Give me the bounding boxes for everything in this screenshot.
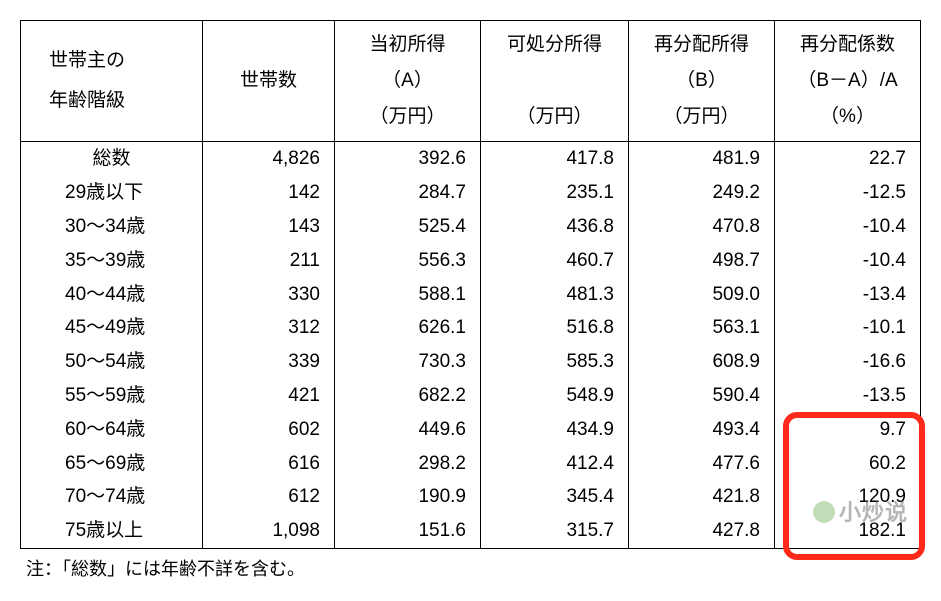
col-header-age: 世帯主の年齢階級 — [21, 21, 203, 142]
cell-colB: 249.2 — [629, 176, 775, 210]
cell-colB: 470.8 — [629, 210, 775, 244]
cell-coef: -16.6 — [775, 345, 921, 379]
row-label: 35～39歳 — [21, 244, 203, 278]
cell-coef: 9.7 — [775, 413, 921, 447]
cell-house: 339 — [203, 345, 335, 379]
cell-colA: 190.9 — [335, 480, 481, 514]
cell-coef: -10.1 — [775, 311, 921, 345]
table-row: 70～74歳612190.9345.4421.8120.9 — [21, 480, 921, 514]
col-header-colA: 当初所得（A）（万円） — [335, 21, 481, 142]
cell-disp: 412.4 — [481, 447, 629, 481]
col-header-house: 世帯数 — [203, 21, 335, 142]
cell-disp: 548.9 — [481, 379, 629, 413]
cell-house: 143 — [203, 210, 335, 244]
cell-colA: 392.6 — [335, 142, 481, 176]
cell-colB: 427.8 — [629, 514, 775, 548]
cell-colA: 449.6 — [335, 413, 481, 447]
cell-house: 330 — [203, 278, 335, 312]
cell-colB: 493.4 — [629, 413, 775, 447]
cell-disp: 516.8 — [481, 311, 629, 345]
cell-coef: 182.1 — [775, 514, 921, 548]
cell-disp: 436.8 — [481, 210, 629, 244]
row-label: 65～69歳 — [21, 447, 203, 481]
row-label: 70～74歳 — [21, 480, 203, 514]
cell-colB: 590.4 — [629, 379, 775, 413]
cell-coef: -12.5 — [775, 176, 921, 210]
cell-colA: 588.1 — [335, 278, 481, 312]
cell-coef: -13.5 — [775, 379, 921, 413]
cell-house: 421 — [203, 379, 335, 413]
table-row: 30～34歳143525.4436.8470.8-10.4 — [21, 210, 921, 244]
cell-colA: 556.3 — [335, 244, 481, 278]
col-header-coef: 再分配係数（B－A）/A（%） — [775, 21, 921, 142]
cell-colB: 498.7 — [629, 244, 775, 278]
cell-house: 612 — [203, 480, 335, 514]
cell-colB: 477.6 — [629, 447, 775, 481]
cell-disp: 417.8 — [481, 142, 629, 176]
cell-colA: 682.2 — [335, 379, 481, 413]
cell-house: 4,826 — [203, 142, 335, 176]
table-row: 75歳以上1,098151.6315.7427.8182.1 — [21, 514, 921, 548]
table-row: 60～64歳602449.6434.9493.49.7 — [21, 413, 921, 447]
row-label: 30～34歳 — [21, 210, 203, 244]
col-header-colB: 再分配所得（B）（万円） — [629, 21, 775, 142]
row-label: 75歳以上 — [21, 514, 203, 548]
cell-disp: 315.7 — [481, 514, 629, 548]
table-row: 55～59歳421682.2548.9590.4-13.5 — [21, 379, 921, 413]
table-row: 65～69歳616298.2412.4477.660.2 — [21, 447, 921, 481]
cell-coef: -10.4 — [775, 244, 921, 278]
row-label: 40～44歳 — [21, 278, 203, 312]
row-label: 総数 — [21, 142, 203, 176]
cell-coef: -13.4 — [775, 278, 921, 312]
cell-house: 1,098 — [203, 514, 335, 548]
row-label: 45～49歳 — [21, 311, 203, 345]
cell-colA: 626.1 — [335, 311, 481, 345]
cell-disp: 460.7 — [481, 244, 629, 278]
income-redistribution-table: 世帯主の年齢階級世帯数当初所得（A）（万円）可処分所得 （万円）再分配所得（B）… — [20, 20, 921, 549]
cell-colB: 563.1 — [629, 311, 775, 345]
cell-disp: 345.4 — [481, 480, 629, 514]
col-header-disp: 可処分所得 （万円） — [481, 21, 629, 142]
cell-colA: 151.6 — [335, 514, 481, 548]
cell-colB: 509.0 — [629, 278, 775, 312]
cell-house: 142 — [203, 176, 335, 210]
table-row: 総数4,826392.6417.8481.922.7 — [21, 142, 921, 176]
cell-colB: 421.8 — [629, 480, 775, 514]
cell-colB: 608.9 — [629, 345, 775, 379]
cell-house: 602 — [203, 413, 335, 447]
cell-colA: 284.7 — [335, 176, 481, 210]
row-label: 50～54歳 — [21, 345, 203, 379]
row-label: 60～64歳 — [21, 413, 203, 447]
cell-disp: 434.9 — [481, 413, 629, 447]
cell-coef: 120.9 — [775, 480, 921, 514]
cell-colB: 481.9 — [629, 142, 775, 176]
cell-house: 312 — [203, 311, 335, 345]
table-row: 45～49歳312626.1516.8563.1-10.1 — [21, 311, 921, 345]
table-row: 50～54歳339730.3585.3608.9-16.6 — [21, 345, 921, 379]
table-row: 29歳以下142284.7235.1249.2-12.5 — [21, 176, 921, 210]
row-label: 29歳以下 — [21, 176, 203, 210]
cell-house: 616 — [203, 447, 335, 481]
cell-house: 211 — [203, 244, 335, 278]
cell-colA: 298.2 — [335, 447, 481, 481]
cell-coef: 60.2 — [775, 447, 921, 481]
table-row: 35～39歳211556.3460.7498.7-10.4 — [21, 244, 921, 278]
cell-coef: 22.7 — [775, 142, 921, 176]
table-container: 世帯主の年齢階級世帯数当初所得（A）（万円）可処分所得 （万円）再分配所得（B）… — [20, 20, 920, 549]
cell-coef: -10.4 — [775, 210, 921, 244]
cell-disp: 585.3 — [481, 345, 629, 379]
cell-disp: 235.1 — [481, 176, 629, 210]
row-label: 55～59歳 — [21, 379, 203, 413]
footnote: 注：「総数」には年齢不詳を含む。 — [20, 555, 921, 581]
cell-disp: 481.3 — [481, 278, 629, 312]
table-row: 40～44歳330588.1481.3509.0-13.4 — [21, 278, 921, 312]
cell-colA: 730.3 — [335, 345, 481, 379]
cell-colA: 525.4 — [335, 210, 481, 244]
